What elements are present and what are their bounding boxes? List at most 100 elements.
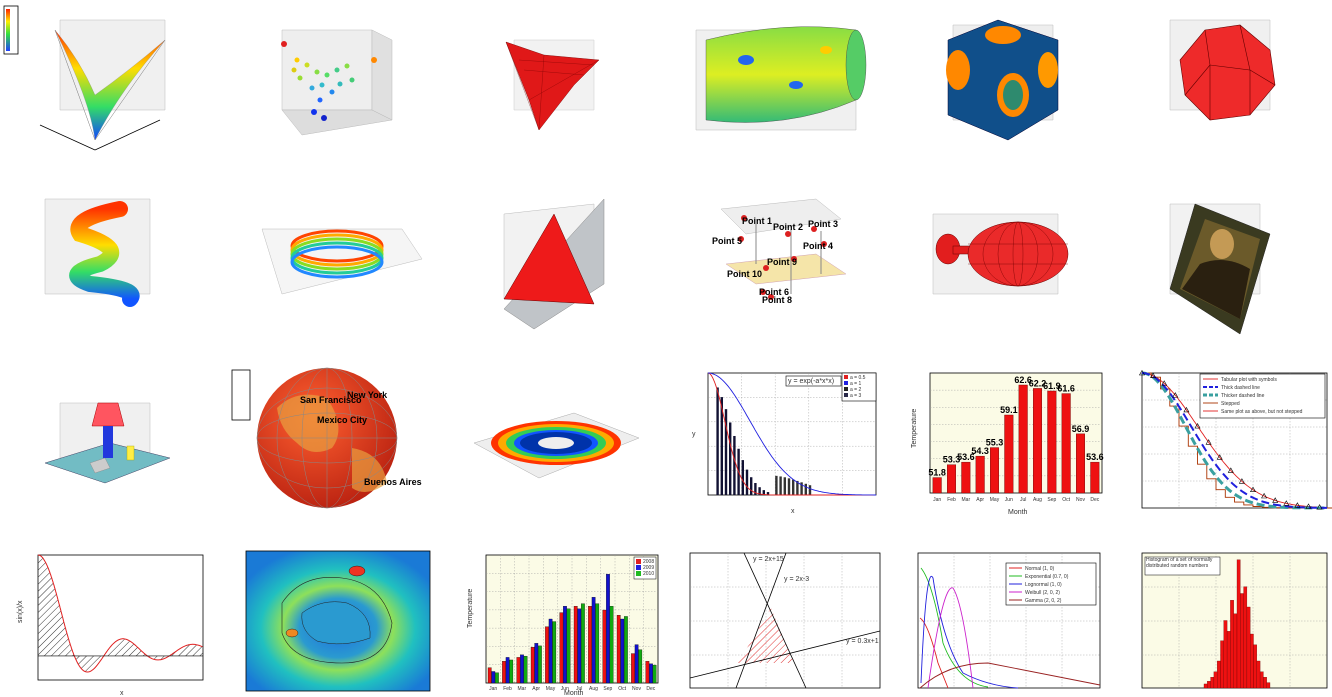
points-3d-tile: Point 1 Point 2 Point 3 Point 4 Point 5 … xyxy=(666,174,888,348)
gauss-bar xyxy=(808,485,812,495)
gauss-bar xyxy=(716,387,719,495)
gb-bar xyxy=(552,621,557,684)
ls-marker xyxy=(1238,478,1245,484)
ls-marker xyxy=(1283,500,1290,506)
gb-bar xyxy=(609,606,614,684)
ls-marker xyxy=(1261,492,1268,499)
ls-marker xyxy=(1138,369,1146,376)
hist-bar xyxy=(1233,613,1238,689)
gauss-bar xyxy=(766,492,770,495)
gauss-bar xyxy=(787,478,791,495)
gauss-bar xyxy=(758,487,761,495)
mesh-surface-tile xyxy=(444,0,666,174)
dist-legend-label: Gamma (2, 0, 2) xyxy=(1025,598,1062,604)
ls-legend-label: Stepped xyxy=(1221,401,1240,407)
temp-bar-value: 53.6 xyxy=(1086,452,1104,462)
gauss-bar xyxy=(754,483,757,495)
gauss-xlabel: x xyxy=(791,508,795,515)
gb-xlabel: Month xyxy=(564,690,584,697)
temp-bar xyxy=(1061,393,1071,494)
temp-bar xyxy=(1090,461,1100,494)
gb-bar xyxy=(516,657,521,684)
temp-bar xyxy=(989,447,999,494)
gauss-formula: y = exp(-a*x*x) xyxy=(788,378,834,385)
gb-bar xyxy=(545,626,549,684)
line-styles-chart-tile: Tabular plot with symbols Thick dashed l… xyxy=(1110,348,1332,522)
gb-bar xyxy=(606,574,610,684)
temp-category-label: Jan xyxy=(933,497,941,503)
globe-city-label: Mexico City xyxy=(317,415,367,425)
gb-bar xyxy=(624,616,628,684)
ls-marker xyxy=(1316,504,1323,510)
temp-bar-value: 62.2 xyxy=(1029,378,1047,388)
gb-bar xyxy=(509,659,514,684)
ls-marker xyxy=(1305,503,1312,509)
gb-ylabel: Temperature xyxy=(467,589,474,628)
temp-bar xyxy=(1032,388,1042,494)
gb-bar xyxy=(495,672,499,684)
sinc-ylabel: sin(x)/x xyxy=(17,600,24,623)
gauss-bar xyxy=(733,435,736,495)
hist-bar xyxy=(1226,631,1231,689)
gb-bar xyxy=(534,643,539,684)
hist-bar xyxy=(1266,682,1271,689)
hist-bar xyxy=(1243,586,1248,689)
gb-bar xyxy=(581,603,585,684)
gb-bar xyxy=(520,654,524,684)
polyhedron-tile xyxy=(1110,0,1332,174)
hist-bar xyxy=(1256,660,1261,689)
gb-category-label: Jun xyxy=(561,686,569,692)
polar-disk-tile xyxy=(444,348,666,522)
gauss-legend-label: a = 3 xyxy=(850,393,861,399)
gauss-bar xyxy=(783,477,786,495)
bubble-point-label: Point 9 xyxy=(767,257,797,267)
dist-legend-label: Lognormal (1, 0) xyxy=(1025,582,1062,588)
gb-category-label: Dec xyxy=(646,686,655,692)
sinc-xlabel: x xyxy=(120,690,124,697)
ls-legend-label: Tabular plot with symbols xyxy=(1221,377,1277,383)
gb-bar xyxy=(530,647,535,684)
hist-bar xyxy=(1203,683,1208,689)
gb-bar xyxy=(620,618,625,684)
ls-marker xyxy=(1161,380,1168,386)
bubble-point-label: Point 2 xyxy=(773,222,803,232)
hist-bar xyxy=(1250,633,1254,689)
bubble-point-label: Point 1 xyxy=(742,216,772,226)
hist-bar xyxy=(1259,671,1264,689)
distributions-chart-tile: Normal (1, 0) Exponential (0.7, 0) Logno… xyxy=(888,523,1110,697)
gauss-bar xyxy=(741,460,744,495)
gb-category-label: Nov xyxy=(632,686,641,692)
gauss-bar xyxy=(750,477,753,495)
gb-bar xyxy=(563,606,567,684)
gb-bar xyxy=(577,608,582,684)
gauss-bar xyxy=(804,483,807,495)
ls-marker xyxy=(1294,502,1301,508)
ls-marker xyxy=(1216,454,1223,460)
ls-legend-label: Same plot as above, but not stepped xyxy=(1221,409,1303,415)
temp-category-label: Sep xyxy=(1047,497,1056,503)
hist-bar xyxy=(1263,677,1267,689)
gauss-bar xyxy=(724,409,728,495)
gb-bar xyxy=(616,615,621,684)
temp-bar xyxy=(932,477,942,494)
temp-bar-chart-tile: 51.8 Jan 53.3 Feb 53.6 Mar 54.3 Apr 55.3 May 59.1 J… xyxy=(888,348,1110,522)
gauss-bar xyxy=(720,397,723,495)
ls-marker xyxy=(1194,423,1201,429)
contour-map-tile xyxy=(222,523,444,697)
ls-marker xyxy=(1183,406,1190,413)
gb-bar xyxy=(638,649,643,684)
temp-category-label: Oct xyxy=(1062,497,1070,503)
hist-bar xyxy=(1230,600,1234,689)
temp-bar-value: 55.3 xyxy=(986,438,1004,448)
globe-city-label: San Francisco xyxy=(300,395,362,405)
bubble-point-label: Point 4 xyxy=(803,241,833,251)
gauss-ylabel: y xyxy=(692,431,696,438)
gauss-bar xyxy=(729,422,732,495)
hist-bar xyxy=(1236,559,1241,689)
histogram-chart-tile: Histogram of a set of normally distribut… xyxy=(1110,523,1332,697)
temp-bar-value: 54.3 xyxy=(971,446,989,456)
gb-category-label: Mar xyxy=(518,686,527,692)
temp-bar xyxy=(1018,384,1028,494)
gb-bar xyxy=(595,603,600,684)
temp-bar-value: 59.1 xyxy=(1000,405,1018,415)
